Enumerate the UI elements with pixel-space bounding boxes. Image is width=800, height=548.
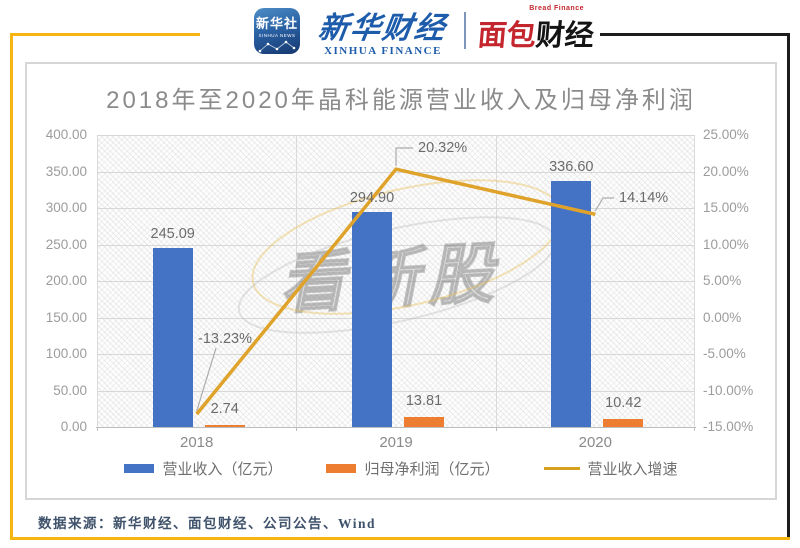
left-axis-tick: 100.00 bbox=[45, 346, 87, 361]
right-axis-tick: 0.00% bbox=[703, 309, 742, 325]
right-axis-tick: 5.00% bbox=[703, 273, 742, 288]
bread-finance-cn: 面包财经 bbox=[476, 20, 596, 52]
x-axis-tick bbox=[495, 427, 497, 431]
plot-area: 看新股 245.09 294.90 336.60 bbox=[96, 135, 696, 451]
gridline-vertical bbox=[97, 135, 98, 427]
profit-bar-2020 bbox=[603, 419, 644, 427]
profit-label-2018: 2.74 bbox=[210, 401, 239, 417]
logo-divider bbox=[464, 12, 466, 49]
callout-leader-2019 bbox=[395, 147, 413, 166]
gridline bbox=[97, 208, 695, 209]
right-axis-tick: -5.00% bbox=[703, 346, 746, 361]
bread-finance-logo: Bread Finance 面包财经 bbox=[476, 5, 598, 54]
frame-top-yellow-line bbox=[10, 33, 252, 36]
gridline bbox=[97, 135, 695, 136]
legend-growth-label: 营业收入增速 bbox=[587, 461, 678, 478]
left-axis-tick: 300.00 bbox=[45, 200, 87, 215]
xinhua-icon-label: 新华社 bbox=[255, 16, 298, 31]
x-axis-tick bbox=[97, 427, 98, 431]
growth-line-layer bbox=[195, 147, 614, 416]
frame-top-black-line bbox=[583, 33, 790, 36]
frame-right-black-line bbox=[787, 33, 790, 540]
gridline-vertical bbox=[495, 135, 497, 427]
xinhua-finance-logo: 新华财经 XINHUA FINANCE bbox=[308, 3, 458, 57]
right-axis-tick: -15.00% bbox=[703, 419, 754, 434]
right-axis-tick: 25.00% bbox=[703, 127, 749, 142]
left-axis-tick: 200.00 bbox=[45, 273, 87, 288]
right-axis-tick: -10.00% bbox=[703, 382, 754, 398]
x-axis-tick bbox=[694, 427, 695, 431]
xinhua-news-app-icon: 新华社 XINHUA NEWS bbox=[254, 8, 300, 54]
x-label-2019: 2019 bbox=[379, 434, 413, 451]
left-axis-tick: 0.00 bbox=[60, 419, 87, 434]
xinhua-finance-en: XINHUA FINANCE bbox=[324, 45, 442, 57]
chart-title: 2018年至2020年晶科能源营业收入及归母净利润 bbox=[106, 87, 696, 114]
header-logos: 新华社 XINHUA NEWS 新华财经 XINHUA FINANCE Brea… bbox=[200, 0, 600, 58]
xinhua-finance-cn: 新华财经 bbox=[316, 12, 449, 45]
revenue-bar-2018 bbox=[152, 248, 193, 427]
frame-left-yellow-line bbox=[10, 33, 13, 540]
x-label-2020: 2020 bbox=[578, 434, 612, 451]
growth-line-swatch-icon bbox=[543, 466, 580, 471]
legend-profit-label: 归母净利润（亿元） bbox=[364, 461, 500, 478]
gridline bbox=[97, 171, 695, 173]
data-source: 数据来源：新华财经、面包财经、公司公告、Wind bbox=[38, 516, 377, 531]
gridline bbox=[97, 281, 695, 282]
gridline bbox=[97, 317, 695, 319]
bread-finance-en: Bread Finance bbox=[529, 5, 584, 12]
network-constellation-icon bbox=[258, 40, 296, 53]
gridline-vertical bbox=[694, 135, 695, 427]
gridline-vertical bbox=[296, 135, 298, 427]
profit-label-2020: 10.42 bbox=[605, 395, 642, 411]
xinhua-icon-sublabel: XINHUA NEWS bbox=[258, 33, 296, 38]
revenue-label-2018: 245.09 bbox=[150, 226, 195, 242]
right-axis-tick: 10.00% bbox=[703, 236, 749, 252]
revenue-label-2019: 294.90 bbox=[349, 190, 395, 206]
profit-bar-2018 bbox=[204, 425, 245, 427]
legend-item-profit: 归母净利润（亿元） bbox=[326, 458, 500, 479]
left-axis-tick: 400.00 bbox=[45, 127, 87, 142]
growth-line bbox=[195, 167, 596, 416]
revenue-label-2020: 336.60 bbox=[549, 159, 594, 175]
left-axis-tick: 250.00 bbox=[45, 236, 87, 252]
legend-revenue-label: 营业收入（亿元） bbox=[162, 461, 283, 478]
x-axis-tick bbox=[296, 427, 298, 431]
profit-label-2019: 13.81 bbox=[405, 393, 443, 409]
left-axis-tick: 150.00 bbox=[45, 309, 87, 325]
revenue-swatch-icon bbox=[124, 464, 155, 473]
gridline bbox=[97, 244, 695, 246]
legend-item-growth: 营业收入增速 bbox=[543, 458, 678, 479]
x-axis-line bbox=[96, 427, 696, 428]
right-axis-tick: 15.00% bbox=[703, 200, 749, 215]
frame-bottom-yellow-line bbox=[10, 537, 790, 540]
callout-leader-2020 bbox=[594, 197, 614, 212]
growth-label-2019: 20.32% bbox=[418, 140, 468, 156]
callout-leader-2018 bbox=[196, 347, 217, 412]
revenue-bar-2019 bbox=[352, 211, 392, 427]
x-label-2018: 2018 bbox=[180, 434, 214, 451]
profit-swatch-icon bbox=[326, 464, 357, 473]
right-axis-tick: 20.00% bbox=[703, 163, 749, 179]
left-axis-tick: 350.00 bbox=[45, 163, 87, 179]
gridline bbox=[97, 390, 695, 392]
growth-label-2020: 14.14% bbox=[619, 190, 669, 206]
chart-card: 2018年至2020年晶科能源营业收入及归母净利润 400.00 350.00 … bbox=[25, 62, 777, 500]
profit-bar-2019 bbox=[404, 416, 444, 427]
growth-label-2018: -13.23% bbox=[198, 331, 253, 347]
left-axis-tick: 50.00 bbox=[53, 382, 87, 398]
gridline bbox=[97, 354, 695, 355]
legend-item-revenue: 营业收入（亿元） bbox=[124, 458, 282, 479]
revenue-bar-2020 bbox=[551, 181, 592, 427]
legend: 营业收入（亿元） 归母净利润（亿元） 营业收入增速 bbox=[27, 458, 775, 479]
